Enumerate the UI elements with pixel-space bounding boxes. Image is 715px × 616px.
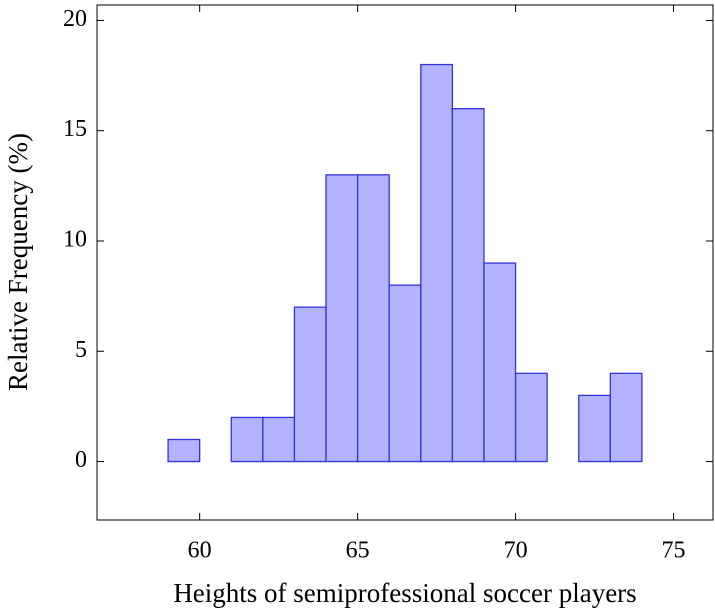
x-axis-title: Heights of semiprofessional soccer playe…	[173, 578, 636, 608]
bar	[578, 394, 611, 463]
x-tick-label: 65	[346, 538, 370, 564]
x-tick-label: 75	[662, 538, 686, 564]
bar	[262, 416, 296, 463]
x-tick-label: 60	[188, 538, 212, 564]
y-tick-label: 0	[75, 447, 87, 473]
y-tick-label: 5	[75, 337, 87, 363]
bar	[451, 108, 485, 463]
y-tick-label: 10	[63, 226, 87, 252]
bar	[167, 438, 201, 463]
bar	[388, 284, 422, 463]
bar	[325, 174, 359, 463]
bar	[230, 416, 264, 463]
y-tick-label: 20	[63, 6, 87, 32]
bar	[420, 63, 454, 463]
y-axis-title: Relative Frequency (%)	[3, 133, 33, 391]
bar	[609, 372, 643, 463]
x-tick-label: 70	[504, 538, 528, 564]
bar	[356, 174, 390, 463]
plot-frame	[96, 4, 714, 521]
bar	[514, 372, 548, 463]
y-tick-label: 15	[63, 116, 87, 142]
bar	[293, 306, 327, 463]
bar	[483, 262, 517, 463]
